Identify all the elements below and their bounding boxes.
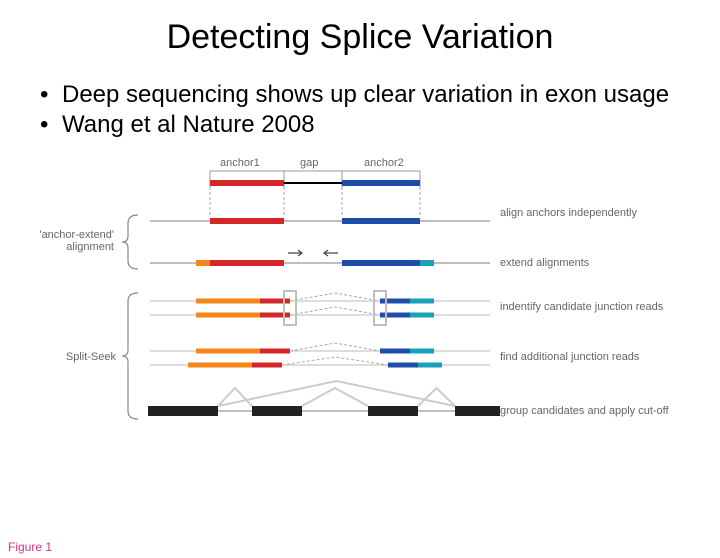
bullet-list: • Deep sequencing shows up clear variati… bbox=[40, 81, 680, 139]
bullet-text: Deep sequencing shows up clear variation… bbox=[62, 81, 669, 109]
anchor1-label: anchor1 bbox=[220, 157, 260, 169]
gap-label: gap bbox=[300, 157, 318, 169]
bullet-dot-icon: • bbox=[40, 111, 62, 139]
figure-caption: Figure 1 bbox=[8, 540, 52, 554]
find-label: find additional junction reads bbox=[500, 351, 720, 363]
anchor2-label: anchor2 bbox=[364, 157, 404, 169]
group-label: group candidates and apply cut-off bbox=[500, 405, 720, 417]
brace-splitseek-label: Split-Seek bbox=[30, 351, 116, 363]
bullet-text: Wang et al Nature 2008 bbox=[62, 111, 315, 139]
diagram-container: anchor1 gap anchor2 align anchors indepe… bbox=[0, 151, 720, 451]
bullet-item: • Wang et al Nature 2008 bbox=[40, 111, 680, 139]
align-label: align anchors independently bbox=[500, 207, 710, 219]
bullet-dot-icon: • bbox=[40, 81, 62, 109]
bullet-item: • Deep sequencing shows up clear variati… bbox=[40, 81, 680, 109]
brace-anchor-extend-label: 'anchor-extend' alignment bbox=[0, 229, 114, 253]
identify-label: indentify candidate junction reads bbox=[500, 301, 720, 313]
slide-title: Detecting Splice Variation bbox=[0, 18, 720, 57]
extend-label: extend alignments bbox=[500, 257, 589, 269]
